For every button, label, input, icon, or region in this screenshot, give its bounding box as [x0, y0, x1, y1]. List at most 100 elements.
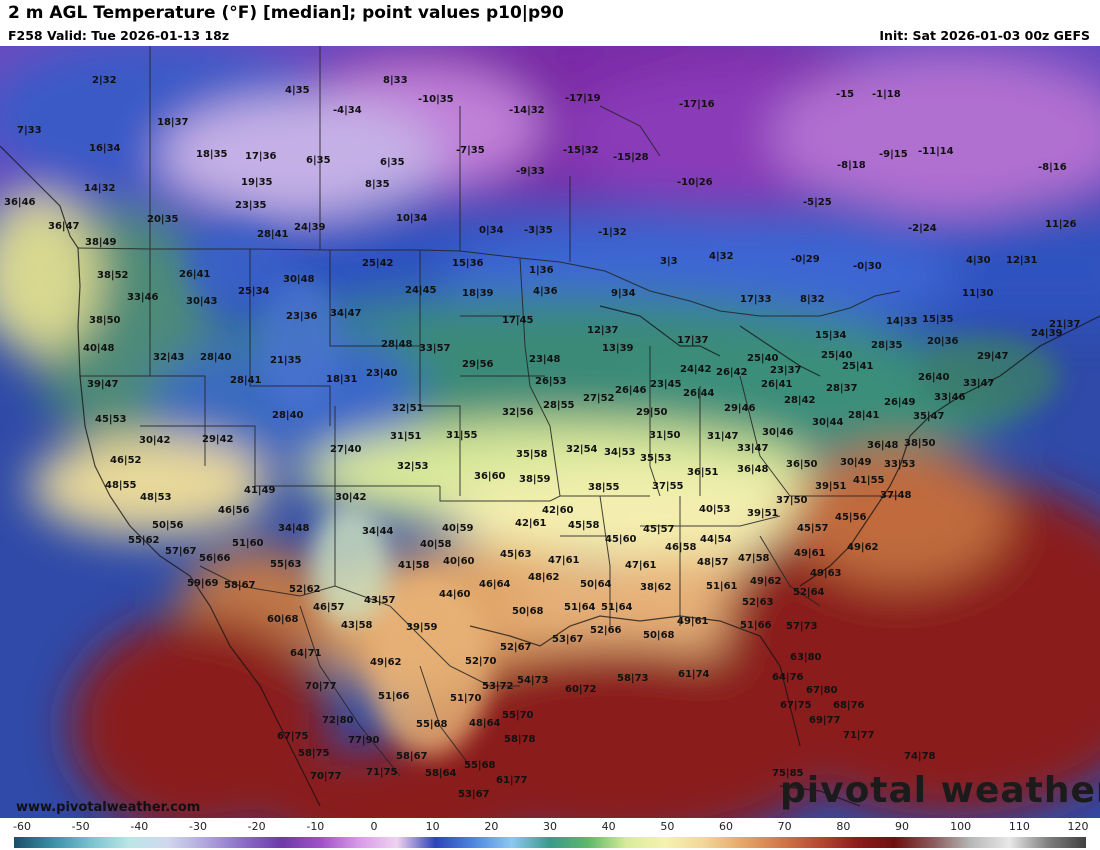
point-value: 52|66: [590, 625, 622, 636]
point-value: 29|42: [202, 434, 234, 445]
point-value: 32|54: [566, 444, 598, 455]
point-value: 17|33: [740, 294, 772, 305]
point-value: 13|39: [602, 343, 634, 354]
colorbar-tick: -40: [130, 820, 149, 833]
colorbar-tick: 60: [719, 820, 733, 833]
point-value: 35|58: [516, 449, 548, 460]
point-value: 51|70: [450, 693, 482, 704]
point-value: 32|56: [502, 407, 534, 418]
point-value: 6|35: [380, 157, 405, 168]
point-value: 53|72: [482, 681, 514, 692]
point-value: 60|72: [565, 684, 597, 695]
colorbar-tick: 90: [895, 820, 909, 833]
temperature-map[interactable]: 2|32 8|33 4|35 -10|35 -17|19 -17|16 -15 -1|18 7|…: [0, 46, 1100, 818]
point-value: 26|40: [918, 372, 950, 383]
point-value: 49|62: [847, 542, 879, 553]
point-value: 29|56: [462, 359, 494, 370]
point-value: 44|54: [700, 534, 732, 545]
point-value: 50|56: [152, 520, 184, 531]
point-value: 24|39: [1031, 328, 1063, 339]
point-value: 27|52: [583, 393, 615, 404]
point-value: 21|37: [1049, 319, 1081, 330]
point-value: 57|73: [786, 621, 818, 632]
point-value: 10|34: [396, 213, 428, 224]
point-value: 58|64: [425, 768, 457, 779]
point-value: -1|18: [872, 89, 901, 100]
point-value: 31|50: [649, 430, 681, 441]
point-value: 29|47: [977, 351, 1009, 362]
point-value: 14|33: [886, 316, 918, 327]
point-value: 45|57: [643, 524, 675, 535]
point-value: 58|67: [396, 751, 428, 762]
point-value: 46|52: [110, 455, 142, 466]
point-value: 58|78: [504, 734, 536, 745]
point-value: -15|28: [613, 152, 649, 163]
point-value: 48|62: [528, 572, 560, 583]
point-value: 57|67: [165, 546, 197, 557]
point-value: 33|47: [963, 378, 995, 389]
colorbar-tick: 100: [950, 820, 972, 833]
point-value: 47|61: [625, 560, 657, 571]
point-value: 52|67: [500, 642, 532, 653]
point-value: 64|76: [772, 672, 804, 683]
point-value: -14|32: [509, 105, 545, 116]
point-value: 12|31: [1006, 255, 1038, 266]
point-value: 51|64: [601, 602, 633, 613]
point-value: -10|35: [418, 94, 454, 105]
point-value: 42|61: [515, 518, 547, 529]
colorbar-tick: 70: [777, 820, 792, 833]
point-value: 37|50: [776, 495, 808, 506]
point-value: -15: [836, 89, 855, 100]
point-value: 45|57: [797, 523, 829, 534]
point-value: 48|53: [140, 492, 172, 503]
point-value: 36|51: [687, 467, 719, 478]
colorbar-tick: 120: [1067, 820, 1089, 833]
point-value: -5|25: [803, 197, 832, 208]
point-value: 34|53: [604, 447, 636, 458]
point-value: 49|62: [370, 657, 402, 668]
point-value: 24|42: [680, 364, 712, 375]
point-value: 28|42: [784, 395, 816, 406]
point-value: -8|16: [1038, 162, 1067, 173]
point-value: 14|32: [84, 183, 116, 194]
init-time: Init: Sat 2026-01-03 00z GEFS: [879, 28, 1090, 43]
point-value: 40|60: [443, 556, 475, 567]
point-value: -9|33: [516, 166, 545, 177]
point-value: 18|39: [462, 288, 494, 299]
point-value: 28|40: [200, 352, 232, 363]
point-value: 30|42: [335, 492, 367, 503]
point-value: -4|34: [333, 105, 362, 116]
point-value: 46|64: [479, 579, 511, 590]
point-value: 0|34: [479, 225, 504, 236]
point-value: 70|77: [305, 681, 337, 692]
point-value: 26|42: [716, 367, 748, 378]
colorbar-tick: -20: [247, 820, 266, 833]
point-value: 26|41: [179, 269, 211, 280]
point-value: 20|35: [147, 214, 179, 225]
point-value: 4|30: [966, 255, 991, 266]
point-value: 17|37: [677, 335, 709, 346]
point-value: 35|47: [913, 411, 945, 422]
point-value: 63|80: [790, 652, 822, 663]
point-value: 61|77: [496, 775, 528, 786]
point-value: 4|32: [709, 251, 734, 262]
point-value: 40|48: [83, 343, 115, 354]
point-value: 15|35: [922, 314, 954, 325]
point-value: -0|29: [791, 254, 820, 265]
point-value: 19|35: [241, 177, 273, 188]
point-value: 15|34: [815, 330, 847, 341]
colorbar-strip: [14, 837, 1086, 848]
valid-time: F258 Valid: Tue 2026-01-13 18z: [8, 28, 230, 43]
colorbar-tick: -30: [189, 820, 207, 833]
point-value: 11|26: [1045, 219, 1077, 230]
point-value: 29|50: [636, 407, 668, 418]
colorbar-tick: 30: [543, 820, 557, 833]
point-value: 38|59: [519, 474, 551, 485]
point-value: 74|78: [904, 751, 936, 762]
site-url[interactable]: www.pivotalweather.com: [16, 800, 201, 815]
point-value: 4|36: [533, 286, 558, 297]
boundary-lines: [77, 46, 901, 777]
point-value: 29|46: [724, 403, 756, 414]
point-value: 77|90: [348, 735, 380, 746]
point-value: 17|45: [502, 315, 534, 326]
